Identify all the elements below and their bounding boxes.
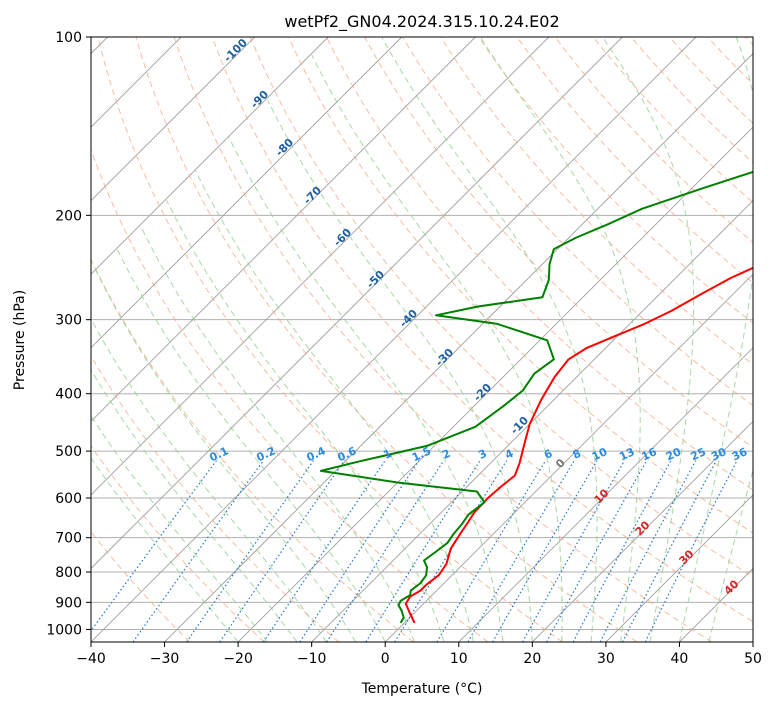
plot-frame — [90, 36, 754, 643]
moist-adiabat-line — [708, 468, 753, 642]
moist-adiabat-line — [228, 136, 504, 642]
dry-adiabat-line — [173, 37, 713, 642]
isotherm-line — [91, 37, 623, 570]
mixing-ratio-label: 10 — [590, 445, 610, 463]
x-tick-label: −40 — [76, 651, 106, 667]
mixing-ratio-label: 36 — [730, 445, 750, 463]
x-tick-label: −30 — [150, 651, 180, 667]
dry-adiabat-line — [478, 37, 753, 324]
moist-adiabat-line — [479, 37, 641, 642]
mixing-ratio-line — [521, 460, 626, 642]
x-tick-label: 20 — [523, 651, 541, 667]
x-tick-label: 30 — [597, 651, 615, 667]
dry-adiabat-line — [630, 37, 753, 164]
moist-adiabat-line — [602, 37, 695, 642]
mixing-ratio-label: 25 — [689, 445, 708, 463]
mixing-ratio-line — [546, 460, 648, 642]
moist-adiabat-line — [194, 169, 474, 642]
dry-adiabat-line — [211, 37, 753, 623]
mixing-ratio-line — [299, 460, 420, 642]
mixing-ratio-line — [219, 460, 345, 642]
y-tick-label: 200 — [55, 208, 82, 224]
y-tick-label: 300 — [55, 313, 82, 329]
chart-title: wetPf2_GN04.2024.315.10.24.E02 — [284, 12, 559, 32]
moist-adiabat-line — [116, 248, 386, 642]
dry-adiabat-line — [249, 37, 753, 578]
y-tick-label: 400 — [55, 387, 82, 403]
mixing-ratio-label: 16 — [640, 445, 660, 463]
mixing-ratio-line — [186, 460, 314, 642]
isotherm-line — [164, 52, 753, 642]
dry-adiabat-line — [326, 37, 753, 491]
dry-adiabat-line — [97, 37, 563, 642]
mixing-ratio-label: 13 — [617, 445, 636, 463]
moist-adiabat-line — [91, 369, 298, 642]
dry-adiabat-line — [364, 37, 753, 449]
y-tick-label: 700 — [55, 531, 82, 547]
moist-adiabat-line — [91, 457, 239, 642]
mixing-ratio-line — [262, 460, 386, 642]
mixing-ratio-line — [467, 460, 575, 642]
moist-adiabat-line — [678, 37, 753, 642]
mixing-ratio-line — [132, 460, 264, 642]
x-tick-label: −20 — [223, 651, 253, 667]
isotherm-line — [91, 37, 329, 275]
dry-adiabat-line — [402, 37, 753, 407]
moist-adiabat-line — [166, 200, 445, 642]
moist-adiabat-line — [91, 317, 327, 642]
isotherm-line — [91, 37, 697, 642]
dewpoint-profile — [319, 170, 753, 624]
x-axis: −40 −30 −20 −10 0 10 20 30 40 50 — [76, 642, 762, 667]
y-tick-label: 1000 — [46, 622, 82, 638]
moist-adiabat-line — [91, 414, 268, 642]
moist-adiabat-line — [311, 54, 563, 642]
x-tick-label: 10 — [450, 651, 468, 667]
dry-adiabat-line — [135, 37, 638, 642]
temperature-profile — [404, 266, 753, 624]
plot-area — [91, 37, 753, 642]
y-axis-label: Pressure (hPa) — [12, 290, 28, 390]
moist-adiabat-line — [95, 269, 357, 642]
moist-adiabat-line — [381, 37, 598, 642]
mixing-ratio-line — [91, 460, 217, 632]
dry-adiabat-line — [287, 37, 753, 534]
x-tick-label: −10 — [297, 651, 327, 667]
moist-adiabat-line — [267, 100, 533, 642]
isotherm-line — [91, 37, 476, 422]
y-tick-label: 100 — [55, 30, 82, 46]
mixing-ratio-label: 20 — [664, 445, 684, 463]
dry-adiabat-line — [91, 445, 265, 642]
mixing-ratio-line — [436, 460, 547, 642]
isotherm-line — [91, 37, 255, 202]
isotherm-line — [91, 37, 403, 349]
x-tick-label: 40 — [671, 651, 689, 667]
isotherm-line — [384, 273, 753, 642]
y-tick-label: 900 — [55, 595, 82, 611]
mixing-ratio-line — [492, 460, 598, 642]
x-axis-label: Temperature (°C) — [361, 681, 483, 697]
mixing-ratio-line — [644, 460, 738, 642]
y-tick-label: 600 — [55, 491, 82, 507]
dry-adiabat-line — [91, 258, 414, 642]
mixing-ratio-label: 30 — [709, 445, 729, 463]
y-tick-label: 500 — [55, 444, 82, 460]
isotherm-line — [605, 494, 753, 642]
dry-adiabat-line — [592, 37, 753, 204]
y-axis: 100 200 300 400 500 600 700 800 900 1000 — [46, 30, 91, 638]
isotherm-line — [91, 37, 550, 496]
x-tick-label: 0 — [381, 651, 390, 667]
x-tick-label: 50 — [744, 651, 762, 667]
y-tick-label: 800 — [55, 565, 82, 581]
isotherm-line — [237, 126, 753, 642]
